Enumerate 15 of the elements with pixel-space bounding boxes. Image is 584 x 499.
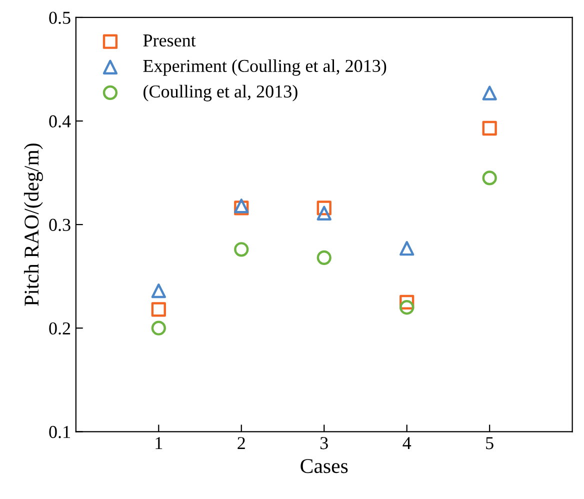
x-axis-title: Cases — [300, 459, 348, 474]
x-tick-label: 2 — [238, 437, 245, 450]
x-tick-label: 5 — [486, 437, 494, 450]
legend-label: Present — [143, 34, 196, 47]
legend-label: (Coulling et al, 2013) — [144, 84, 298, 102]
x-tick-label: 1 — [156, 437, 162, 450]
x-tick-label: 3 — [320, 437, 328, 450]
y-tick-label: 0.3 — [49, 218, 70, 232]
y-tick-label: 0.5 — [49, 12, 70, 24]
legend-label: Experiment (Coulling et al, 2013) — [143, 59, 386, 76]
y-tick-label: 0.4 — [49, 115, 71, 128]
y-tick-label: 0.2 — [49, 322, 70, 335]
y-axis-title: Pitch RAO/(deg/m) — [24, 144, 43, 306]
x-tick-label: 4 — [402, 437, 412, 450]
y-tick-label: 0.1 — [49, 426, 70, 438]
